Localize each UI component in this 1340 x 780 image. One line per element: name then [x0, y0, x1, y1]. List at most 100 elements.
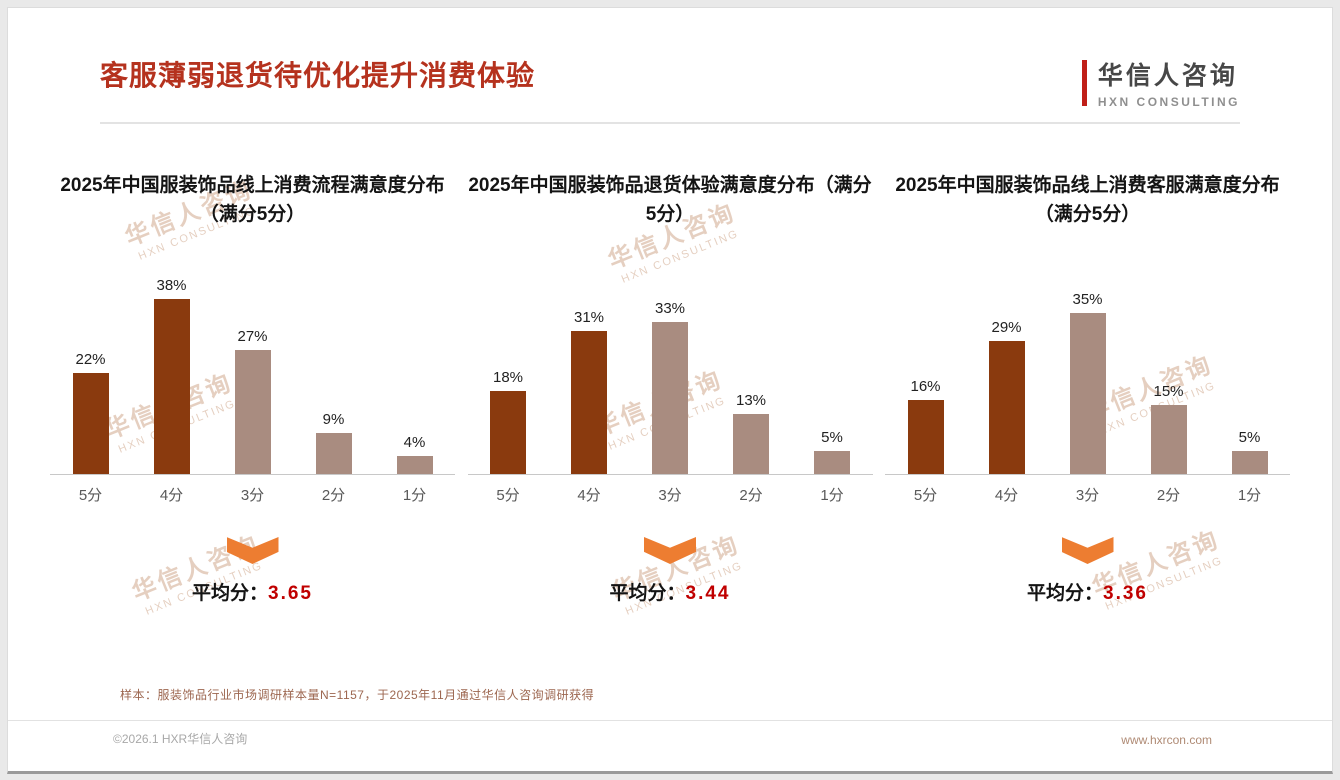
plot-area: 18% 31% 33% 13% 5%: [468, 262, 873, 474]
down-arrow-icon: [644, 537, 696, 564]
chart-title: 2025年中国服装饰品线上消费客服满意度分布（满分5分）: [895, 175, 1280, 225]
bar-value-label: 38%: [156, 277, 187, 294]
bar-column: 5%: [792, 429, 873, 474]
chart-title: 2025年中国服装饰品线上消费流程满意度分布（满分5分）: [60, 175, 445, 225]
average-label: 平均分：: [609, 583, 686, 604]
category-label: 1分: [402, 487, 427, 504]
company-logo: 华信人咨询 HXN CONSULTING: [1081, 56, 1240, 109]
bar: [907, 400, 944, 474]
bar: [396, 456, 433, 474]
bar-value-label: 31%: [573, 309, 605, 326]
slide-card: 华信人咨询 HXN CONSULTING 华信人咨询 HXN CONSULTING …: [7, 7, 1333, 774]
down-arrow-icon: [226, 537, 279, 564]
category-label: 4分: [994, 487, 1019, 504]
bar-column: 29%: [966, 319, 1047, 474]
average-row: 平均分：3.65: [192, 578, 313, 605]
bar-column: 27%: [212, 328, 293, 474]
bar-chart-2: 2025年中国服装饰品退货体验满意度分布（满分5分） 18% 31% 33% 13% 5%…: [467, 172, 873, 605]
average-row: 平均分：3.36: [1027, 578, 1148, 605]
category-label: 1分: [820, 487, 844, 504]
bar: [490, 391, 526, 474]
header: 客服薄弱退货待优化提升消费体验 华信人咨询 HXN CONSULTING: [8, 8, 1332, 116]
logo-bar-icon: [1081, 59, 1087, 106]
logo-name: 华信人咨询: [1097, 62, 1238, 90]
bar-value-label: 35%: [1072, 291, 1103, 308]
plot-area: 22% 38% 27% 9% 4%: [50, 262, 455, 474]
average-value: 3.65: [268, 583, 313, 604]
category-label: 5分: [496, 487, 520, 504]
bar-value-label: 4%: [403, 434, 426, 451]
bar-column: 35%: [1047, 291, 1128, 474]
category-label: 1分: [1237, 487, 1262, 504]
bar-column: 4%: [374, 434, 455, 474]
bar-value-label: 29%: [991, 319, 1022, 336]
category-label: 5分: [78, 487, 103, 504]
bar-value-label: 22%: [75, 351, 106, 368]
bar-column: 13%: [711, 392, 792, 474]
bar-value-label: 5%: [821, 429, 843, 446]
logo-text-block: 华信人咨询 HXN CONSULTING: [1098, 56, 1240, 109]
category-label: 2分: [739, 487, 763, 504]
bar: [234, 350, 271, 474]
bar: [733, 414, 769, 474]
category-axis: 5分 4分 3分 2分 1分: [468, 484, 873, 505]
average-label: 平均分：: [1027, 583, 1104, 604]
footer-divider: [8, 720, 1332, 721]
bar-column: 22%: [50, 351, 131, 474]
bar-value-label: 18%: [492, 369, 524, 386]
average-value: 3.36: [1103, 583, 1148, 604]
category-label: 2分: [321, 487, 346, 504]
bar: [988, 341, 1025, 474]
bar-column: 5%: [1209, 429, 1290, 474]
bar: [315, 433, 352, 474]
category-axis: 5分 4分 3分 2分 1分: [50, 484, 455, 505]
bar: [1150, 405, 1187, 474]
bar-value-label: 16%: [910, 378, 941, 395]
bar-chart-3: 2025年中国服装饰品线上消费客服满意度分布（满分5分） 16% 29% 35% 15%…: [885, 172, 1290, 605]
bar-column: 38%: [131, 277, 212, 474]
bar-value-label: 27%: [237, 328, 268, 345]
category-label: 3分: [240, 487, 265, 504]
logo-subtitle: HXN CONSULTING: [1097, 95, 1240, 109]
copyright-text: ©2026.1 HXR华信人咨询: [113, 732, 248, 746]
bar: [652, 322, 688, 474]
bar-column: 9%: [293, 411, 374, 474]
bar-value-label: 5%: [1238, 429, 1261, 446]
bar-column: 16%: [885, 378, 966, 474]
category-label: 4分: [159, 487, 184, 504]
bar-column: 33%: [630, 300, 711, 474]
page-title: 客服薄弱退货待优化提升消费体验: [100, 60, 536, 91]
x-axis-line: [885, 474, 1290, 475]
bar: [72, 373, 109, 474]
bar: [571, 331, 607, 474]
website-url: www.hxrcon.com: [1121, 733, 1212, 747]
bar: [1231, 451, 1268, 474]
down-arrow-icon: [1061, 537, 1114, 564]
bar-value-label: 15%: [1153, 383, 1184, 400]
bar: [1069, 313, 1106, 474]
x-axis-line: [50, 474, 455, 475]
bar-value-label: 33%: [654, 300, 686, 317]
average-row: 平均分：3.44: [610, 578, 731, 605]
bar-chart-1: 2025年中国服装饰品线上消费流程满意度分布（满分5分） 22% 38% 27% 9% 4…: [50, 172, 455, 605]
bar: [814, 451, 850, 474]
bar-value-label: 13%: [735, 392, 767, 409]
title-divider: [100, 122, 1240, 124]
bar-value-label: 9%: [322, 411, 345, 428]
plot-area: 16% 29% 35% 15% 5%: [885, 262, 1290, 474]
charts-row: 2025年中国服装饰品线上消费流程满意度分布（满分5分） 22% 38% 27% 9% 4…: [8, 124, 1332, 605]
sample-footnote: 样本：服装饰品行业市场调研样本量N=1157，于2025年11月通过华信人咨询调…: [120, 688, 595, 702]
category-label: 3分: [658, 487, 682, 504]
bar-column: 31%: [549, 309, 630, 474]
bar: [153, 299, 190, 474]
category-label: 2分: [1156, 487, 1181, 504]
category-label: 5分: [913, 487, 938, 504]
category-label: 3分: [1075, 487, 1100, 504]
chart-title: 2025年中国服装饰品退货体验满意度分布（满分5分）: [468, 175, 872, 225]
bar-column: 15%: [1128, 383, 1209, 474]
category-axis: 5分 4分 3分 2分 1分: [885, 484, 1290, 505]
bar-column: 18%: [468, 369, 549, 474]
average-value: 3.44: [685, 583, 731, 604]
category-label: 4分: [577, 487, 601, 504]
x-axis-line: [467, 474, 873, 475]
